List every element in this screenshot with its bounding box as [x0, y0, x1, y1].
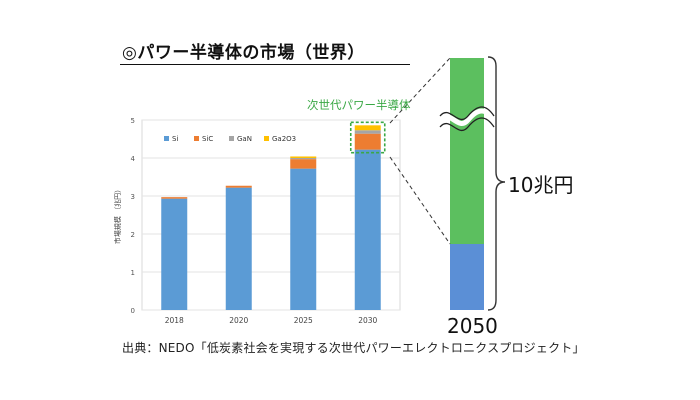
connector-line-top — [389, 57, 451, 124]
legend-label-si: Si — [172, 135, 178, 143]
bar-si-2030 — [354, 149, 381, 310]
x-tick-label: 2030 — [358, 316, 377, 325]
projection-next-gen-segment — [450, 58, 484, 244]
next-gen-label: 次世代パワー半導体 — [307, 98, 411, 112]
legend-swatch-ga2o3 — [264, 136, 269, 141]
bar-sic-2020 — [225, 185, 252, 188]
connector-line-bottom — [389, 156, 451, 245]
bar-si-2018 — [161, 198, 188, 310]
legend-swatch-si — [164, 136, 169, 141]
bar-si-2025 — [290, 168, 317, 310]
projection-year-label: 2050 — [447, 314, 498, 338]
bar-gan-2030 — [354, 130, 381, 134]
y-tick-label: 1 — [131, 269, 135, 277]
y-tick-label: 5 — [131, 117, 135, 125]
y-tick-label: 3 — [131, 193, 135, 201]
axis-break-mark — [439, 117, 495, 132]
y-tick-label: 4 — [131, 155, 136, 163]
legend-swatch-gan — [229, 136, 234, 141]
bar-si-2020 — [225, 187, 252, 310]
x-tick-label: 2018 — [165, 316, 184, 325]
legend-label-sic: SiC — [202, 135, 213, 143]
bar-ga2o3-2025 — [290, 156, 317, 158]
x-tick-label: 2025 — [294, 316, 313, 325]
bar-ga2o3-2030 — [354, 125, 381, 131]
bar-sic-2030 — [354, 133, 381, 150]
legend-swatch-sic — [194, 136, 199, 141]
market-chart-svg: 0 1 2 3 4 5 市場規模 （兆円） 2018 2020 2025 2030 Si SiC GaN G… — [113, 117, 401, 325]
axis-break-mark — [439, 106, 495, 121]
page-title: ◎パワー半導体の市場（世界） — [122, 43, 365, 63]
x-tick-label: 2020 — [229, 316, 248, 325]
amount-brace — [487, 56, 506, 311]
next-gen-highlight-box — [349, 121, 386, 154]
bar-sic-2018 — [161, 197, 188, 199]
axis-break-mask — [438, 108, 497, 126]
source-caption: 出典：NEDO「低炭素社会を実現する次世代パワーエレクトロニクスプロジェクト」 — [122, 341, 585, 355]
bar-gan-2025 — [290, 158, 317, 160]
market-chart: 0 1 2 3 4 5 市場規模 （兆円） 2018 2020 2025 2030 Si SiC GaN G… — [110, 110, 410, 335]
y-tick-label: 0 — [131, 307, 135, 315]
bar-sic-2025 — [290, 159, 317, 169]
y-tick-label: 2 — [131, 231, 135, 239]
y-axis-label: 市場規模 （兆円） — [113, 186, 122, 244]
legend-label-gan: GaN — [237, 135, 252, 143]
legend-label-ga2o3: Ga2O3 — [272, 135, 296, 143]
title-underline — [120, 64, 410, 65]
projection-si-segment — [450, 244, 484, 310]
amount-label: 10兆円 — [508, 173, 574, 197]
